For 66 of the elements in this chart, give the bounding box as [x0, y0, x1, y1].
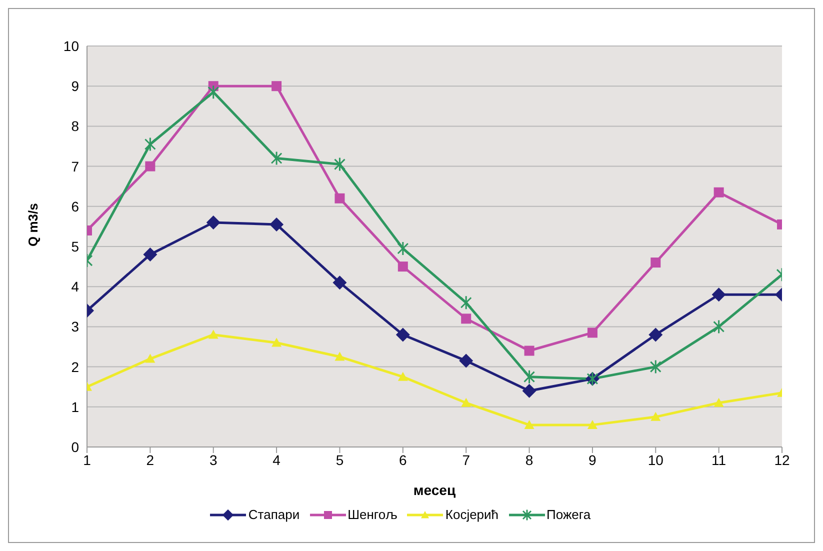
point: [334, 193, 345, 204]
x-tick-label: 1: [83, 452, 92, 468]
point: [270, 217, 284, 232]
point: [461, 398, 472, 407]
legend-label: Косјерић: [445, 507, 499, 522]
point: [398, 372, 408, 381]
point: [714, 398, 724, 407]
y-tick-label: 9: [71, 78, 80, 94]
x-tick-label: 8: [525, 452, 534, 468]
point: [650, 360, 662, 374]
point: [587, 420, 598, 429]
y-tick-label: 1: [71, 398, 80, 415]
x-tick-label: 3: [209, 452, 218, 468]
point: [713, 319, 725, 334]
point: [587, 328, 598, 338]
y-tick-label: 4: [71, 278, 80, 295]
x-tick-label: 2: [146, 452, 154, 468]
y-tick-label: 10: [63, 38, 80, 54]
point: [712, 288, 726, 302]
point: [143, 248, 158, 262]
x-tick-label: 6: [399, 452, 408, 468]
y-tick-label: 3: [71, 318, 80, 335]
point: [272, 81, 282, 92]
point: [332, 276, 347, 290]
point: [714, 187, 724, 198]
y-tick-label: 2: [71, 358, 80, 375]
legend-label: Стапари: [248, 507, 300, 522]
point: [650, 412, 661, 421]
point: [648, 328, 663, 342]
y-tick-label: 8: [71, 118, 80, 134]
point: [206, 215, 220, 230]
point: [145, 161, 156, 172]
x-tick-label: 11: [712, 452, 726, 468]
point: [396, 328, 410, 342]
point: [208, 330, 218, 339]
point: [208, 84, 220, 100]
y-axis-title: Q m3/s: [26, 203, 41, 246]
x-axis-title: месец: [413, 482, 456, 498]
point: [459, 354, 474, 368]
point: [524, 420, 534, 429]
point: [334, 352, 345, 361]
y-tick-label: 5: [71, 238, 80, 254]
point: [397, 241, 409, 256]
y-tick-label: 0: [71, 438, 80, 455]
x-tick-label: 10: [648, 452, 664, 468]
x-tick-label: 12: [774, 452, 790, 468]
point: [272, 338, 282, 347]
point: [270, 151, 282, 166]
point: [524, 370, 536, 384]
point: [522, 384, 536, 398]
point: [524, 346, 534, 356]
legend-label: Шенгољ: [348, 507, 398, 522]
x-tick-label: 9: [588, 452, 597, 468]
y-tick-label: 7: [71, 158, 80, 174]
point: [398, 262, 408, 272]
point: [461, 314, 472, 324]
x-tick-label: 7: [462, 452, 470, 468]
x-tick-label: 4: [272, 452, 281, 468]
point: [145, 354, 156, 363]
point: [460, 295, 472, 310]
point: [144, 136, 156, 152]
x-tick-label: 5: [336, 452, 344, 468]
point: [334, 157, 346, 172]
point: [650, 258, 661, 268]
legend-label: Пожега: [546, 507, 591, 522]
y-tick-label: 6: [71, 198, 80, 214]
